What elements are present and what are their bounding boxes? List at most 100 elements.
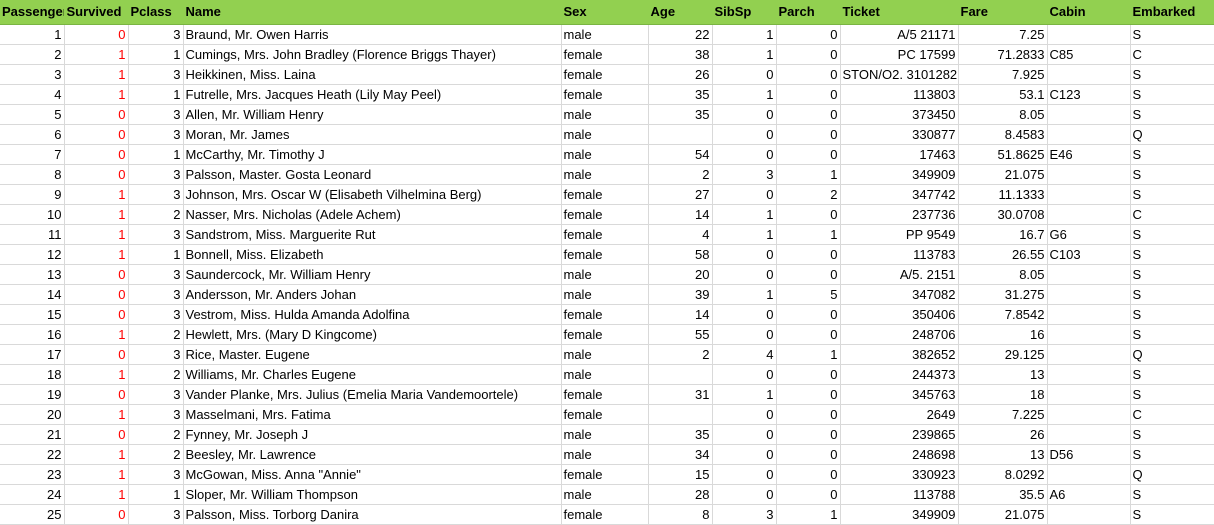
cell-survived[interactable]: 0 (64, 384, 129, 405)
cell-cabin[interactable] (1047, 204, 1131, 225)
cell-embarked[interactable]: S (1130, 224, 1214, 245)
cell-sibsp[interactable]: 0 (712, 64, 777, 85)
cell-name[interactable]: McGowan, Miss. Anna "Annie" (183, 464, 562, 485)
cell-parch[interactable]: 0 (776, 124, 841, 145)
cell-name[interactable]: Rice, Master. Eugene (183, 344, 562, 365)
cell-age[interactable]: 38 (648, 44, 713, 65)
cell-ticket[interactable]: 239865 (840, 424, 959, 445)
header-cell-embarked[interactable]: Embarked (1130, 0, 1214, 25)
cell-passengerid[interactable]: 7 (0, 144, 65, 165)
cell-sibsp[interactable]: 0 (712, 184, 777, 205)
cell-passengerid[interactable]: 1 (0, 24, 65, 45)
cell-cabin[interactable] (1047, 384, 1131, 405)
header-cell-ticket[interactable]: Ticket (840, 0, 959, 25)
cell-survived[interactable]: 0 (64, 424, 129, 445)
cell-cabin[interactable] (1047, 284, 1131, 305)
cell-name[interactable]: Braund, Mr. Owen Harris (183, 24, 562, 45)
cell-parch[interactable]: 0 (776, 144, 841, 165)
cell-fare[interactable]: 51.8625 (958, 144, 1048, 165)
cell-parch[interactable]: 0 (776, 44, 841, 65)
cell-survived[interactable]: 1 (64, 464, 129, 485)
cell-fare[interactable]: 18 (958, 384, 1048, 405)
cell-parch[interactable]: 0 (776, 104, 841, 125)
cell-age[interactable]: 39 (648, 284, 713, 305)
cell-passengerid[interactable]: 23 (0, 464, 65, 485)
cell-cabin[interactable] (1047, 104, 1131, 125)
cell-sibsp[interactable]: 0 (712, 304, 777, 325)
cell-pclass[interactable]: 3 (128, 184, 184, 205)
cell-sibsp[interactable]: 0 (712, 404, 777, 425)
cell-age[interactable]: 26 (648, 64, 713, 85)
cell-pclass[interactable]: 1 (128, 84, 184, 105)
cell-fare[interactable]: 30.0708 (958, 204, 1048, 225)
cell-cabin[interactable] (1047, 64, 1131, 85)
cell-ticket[interactable]: 2649 (840, 404, 959, 425)
cell-sex[interactable]: female (561, 404, 649, 425)
cell-cabin[interactable] (1047, 344, 1131, 365)
cell-cabin[interactable]: E46 (1047, 144, 1131, 165)
cell-pclass[interactable]: 3 (128, 284, 184, 305)
cell-embarked[interactable]: S (1130, 144, 1214, 165)
cell-pclass[interactable]: 2 (128, 324, 184, 345)
cell-sibsp[interactable]: 0 (712, 464, 777, 485)
header-cell-age[interactable]: Age (648, 0, 713, 25)
cell-ticket[interactable]: 350406 (840, 304, 959, 325)
cell-survived[interactable]: 0 (64, 344, 129, 365)
cell-cabin[interactable]: C85 (1047, 44, 1131, 65)
cell-passengerid[interactable]: 11 (0, 224, 65, 245)
cell-cabin[interactable] (1047, 164, 1131, 185)
cell-cabin[interactable] (1047, 464, 1131, 485)
cell-pclass[interactable]: 1 (128, 244, 184, 265)
cell-survived[interactable]: 0 (64, 264, 129, 285)
cell-embarked[interactable]: Q (1130, 124, 1214, 145)
cell-fare[interactable]: 8.05 (958, 264, 1048, 285)
cell-embarked[interactable]: C (1130, 404, 1214, 425)
cell-name[interactable]: Sloper, Mr. William Thompson (183, 484, 562, 505)
cell-parch[interactable]: 0 (776, 384, 841, 405)
cell-name[interactable]: Saundercock, Mr. William Henry (183, 264, 562, 285)
cell-fare[interactable]: 53.1 (958, 84, 1048, 105)
cell-fare[interactable]: 7.925 (958, 64, 1048, 85)
cell-parch[interactable]: 1 (776, 164, 841, 185)
cell-cabin[interactable]: A6 (1047, 484, 1131, 505)
cell-ticket[interactable]: 17463 (840, 144, 959, 165)
cell-embarked[interactable]: S (1130, 184, 1214, 205)
cell-name[interactable]: Bonnell, Miss. Elizabeth (183, 244, 562, 265)
cell-embarked[interactable]: C (1130, 44, 1214, 65)
cell-ticket[interactable]: 113788 (840, 484, 959, 505)
cell-cabin[interactable] (1047, 504, 1131, 525)
cell-sibsp[interactable]: 0 (712, 364, 777, 385)
cell-sibsp[interactable]: 1 (712, 284, 777, 305)
cell-parch[interactable]: 2 (776, 184, 841, 205)
cell-ticket[interactable]: 349909 (840, 504, 959, 525)
cell-name[interactable]: Sandstrom, Miss. Marguerite Rut (183, 224, 562, 245)
cell-parch[interactable]: 0 (776, 424, 841, 445)
cell-parch[interactable]: 0 (776, 264, 841, 285)
cell-sibsp[interactable]: 0 (712, 324, 777, 345)
cell-sex[interactable]: female (561, 244, 649, 265)
cell-sex[interactable]: female (561, 324, 649, 345)
cell-pclass[interactable]: 3 (128, 304, 184, 325)
cell-sibsp[interactable]: 0 (712, 124, 777, 145)
cell-passengerid[interactable]: 5 (0, 104, 65, 125)
cell-cabin[interactable] (1047, 264, 1131, 285)
cell-cabin[interactable]: D56 (1047, 444, 1131, 465)
cell-name[interactable]: Palsson, Miss. Torborg Danira (183, 504, 562, 525)
cell-parch[interactable]: 0 (776, 324, 841, 345)
cell-pclass[interactable]: 1 (128, 144, 184, 165)
cell-ticket[interactable]: 347742 (840, 184, 959, 205)
cell-sibsp[interactable]: 1 (712, 84, 777, 105)
cell-embarked[interactable]: S (1130, 304, 1214, 325)
cell-survived[interactable]: 0 (64, 164, 129, 185)
cell-passengerid[interactable]: 9 (0, 184, 65, 205)
cell-embarked[interactable]: S (1130, 284, 1214, 305)
cell-survived[interactable]: 0 (64, 124, 129, 145)
cell-age[interactable]: 2 (648, 344, 713, 365)
cell-name[interactable]: Moran, Mr. James (183, 124, 562, 145)
cell-fare[interactable]: 71.2833 (958, 44, 1048, 65)
cell-survived[interactable]: 0 (64, 284, 129, 305)
cell-sex[interactable]: male (561, 344, 649, 365)
cell-survived[interactable]: 1 (64, 204, 129, 225)
cell-cabin[interactable] (1047, 124, 1131, 145)
cell-fare[interactable]: 8.0292 (958, 464, 1048, 485)
